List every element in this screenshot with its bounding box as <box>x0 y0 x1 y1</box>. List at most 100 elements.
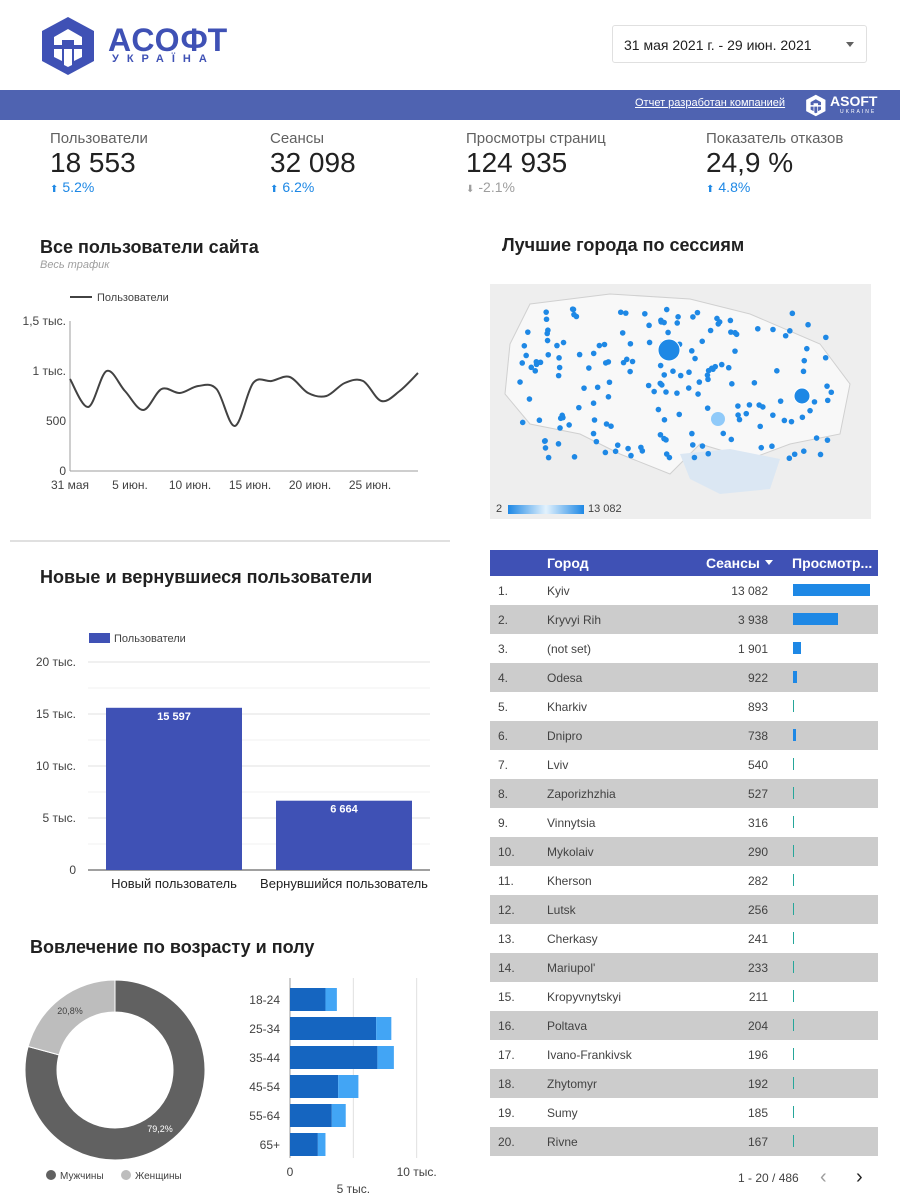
table-row[interactable]: 9. Vinnytsia 316 <box>490 808 878 837</box>
city-dot[interactable] <box>608 423 614 429</box>
city-dot[interactable] <box>714 315 720 322</box>
city-dot[interactable] <box>718 361 725 368</box>
city-dot[interactable] <box>591 417 598 423</box>
city-dot[interactable] <box>557 425 563 431</box>
donut-slice[interactable] <box>24 979 206 1161</box>
city-dot[interactable] <box>824 397 831 404</box>
city-dot[interactable] <box>754 325 761 332</box>
city-dot[interactable] <box>555 372 562 379</box>
city-dot-kryvyi-rih[interactable] <box>711 412 725 426</box>
city-dot[interactable] <box>543 309 549 315</box>
city-dot[interactable] <box>674 320 681 326</box>
city-dot[interactable] <box>699 338 706 345</box>
city-dot[interactable] <box>661 372 668 378</box>
city-dot[interactable] <box>517 379 523 385</box>
city-dot[interactable] <box>581 385 587 391</box>
city-dot[interactable] <box>556 355 562 361</box>
city-dot[interactable] <box>655 406 662 413</box>
city-dot[interactable] <box>823 334 829 341</box>
city-dot[interactable] <box>661 417 668 423</box>
city-dot[interactable] <box>536 417 543 424</box>
city-dot[interactable] <box>787 328 793 334</box>
city-dot[interactable] <box>813 435 820 441</box>
city-dot-kyiv[interactable] <box>657 338 681 362</box>
city-dot[interactable] <box>570 306 577 313</box>
donut-slice[interactable] <box>27 979 116 1056</box>
bar-segment[interactable] <box>290 988 326 1011</box>
table-row[interactable]: 4. Odesa 922 <box>490 663 878 692</box>
city-dot[interactable] <box>617 309 624 316</box>
city-dot[interactable] <box>619 330 626 336</box>
city-dot[interactable] <box>528 364 535 371</box>
city-dot[interactable] <box>657 431 664 438</box>
city-dot[interactable] <box>786 455 793 462</box>
city-dot[interactable] <box>800 368 807 375</box>
bar-segment[interactable] <box>290 1133 318 1156</box>
city-dot[interactable] <box>545 327 551 334</box>
city-dot[interactable] <box>694 309 701 316</box>
legend-label[interactable]: Мужчины <box>60 1171 104 1182</box>
city-dot[interactable] <box>699 443 706 449</box>
bar[interactable] <box>276 800 412 870</box>
city-dot[interactable] <box>545 351 552 358</box>
city-dot[interactable] <box>728 436 735 443</box>
bar-segment[interactable] <box>290 1075 339 1098</box>
city-dot[interactable] <box>695 391 701 397</box>
date-range-picker[interactable]: 31 мая 2021 г. - 29 июн. 2021 <box>612 25 867 63</box>
city-dot[interactable] <box>801 357 808 364</box>
city-dot[interactable] <box>545 454 552 461</box>
city-dot[interactable] <box>519 419 526 426</box>
city-dot[interactable] <box>628 452 634 459</box>
city-dot[interactable] <box>824 383 830 389</box>
bar-segment[interactable] <box>290 1017 377 1040</box>
city-dot[interactable] <box>675 314 681 320</box>
city-dot[interactable] <box>642 310 648 317</box>
city-dot[interactable] <box>571 311 577 318</box>
city-dot[interactable] <box>594 384 601 391</box>
city-dot[interactable] <box>612 448 619 455</box>
city-dot[interactable] <box>605 394 612 400</box>
city-dot[interactable] <box>627 368 633 375</box>
table-row[interactable]: 20. Rivne 167 <box>490 1127 878 1156</box>
next-page-icon[interactable]: › <box>856 1166 863 1188</box>
city-dot[interactable] <box>601 341 608 348</box>
city-dot[interactable] <box>715 321 722 327</box>
city-dot[interactable] <box>590 400 597 406</box>
city-dot[interactable] <box>799 414 806 421</box>
city-dot[interactable] <box>804 345 810 352</box>
city-dot[interactable] <box>521 343 528 349</box>
prev-page-icon[interactable]: ‹ <box>820 1166 827 1188</box>
city-dot[interactable] <box>666 454 673 461</box>
table-row[interactable]: 10. Mykolaiv 290 <box>490 837 878 866</box>
city-dot[interactable] <box>622 310 629 316</box>
city-dot[interactable] <box>690 314 696 320</box>
col-views[interactable]: Просмотр... <box>792 555 873 571</box>
city-dot[interactable] <box>686 369 692 376</box>
city-dot[interactable] <box>523 352 529 359</box>
city-dot[interactable] <box>746 402 753 408</box>
city-dot[interactable] <box>576 351 583 358</box>
city-dot[interactable] <box>781 417 788 424</box>
city-dot[interactable] <box>629 358 636 365</box>
city-dot[interactable] <box>705 450 712 457</box>
table-row[interactable]: 14. Mariupol' 233 <box>490 953 878 982</box>
city-dot[interactable] <box>560 339 567 346</box>
city-dot[interactable] <box>657 380 664 387</box>
city-dot[interactable] <box>532 368 539 374</box>
city-dot[interactable] <box>774 368 780 374</box>
city-dot[interactable] <box>606 379 613 386</box>
city-dot[interactable] <box>651 388 657 395</box>
city-dot[interactable] <box>732 348 738 354</box>
table-row[interactable]: 12. Lutsk 256 <box>490 895 878 924</box>
city-dot[interactable] <box>670 368 676 374</box>
city-dot[interactable] <box>689 430 695 437</box>
table-row[interactable]: 3. (not set) 1 901 <box>490 634 878 663</box>
table-row[interactable]: 17. Ivano-Frankivsk 196 <box>490 1040 878 1069</box>
city-dot[interactable] <box>586 365 592 371</box>
city-dot[interactable] <box>736 416 743 423</box>
city-dot[interactable] <box>665 329 671 336</box>
city-dot[interactable] <box>735 403 741 409</box>
city-dot[interactable] <box>828 389 835 396</box>
table-row[interactable]: 7. Lviv 540 <box>490 750 878 779</box>
city-dot[interactable] <box>614 442 621 448</box>
